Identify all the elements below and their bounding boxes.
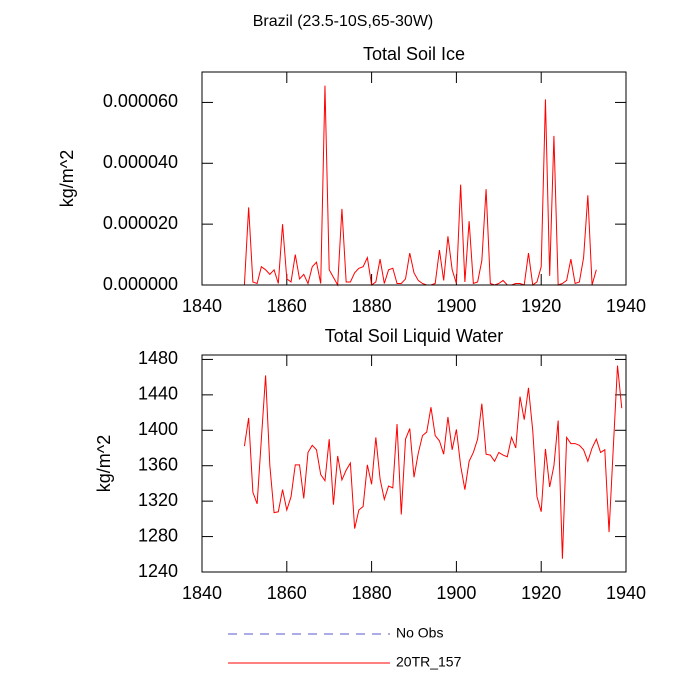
y-tick-label: 0.000000: [103, 274, 178, 294]
y-tick-label: 1280: [138, 525, 178, 545]
data-line: [243, 365, 623, 559]
plot-frame: [201, 354, 627, 573]
x-tick-label: 1900: [436, 583, 476, 603]
legend-label: No Obs: [396, 625, 443, 641]
x-tick-label: 1940: [606, 296, 646, 316]
x-tick-label: 1940: [606, 583, 646, 603]
y-tick-label: 1480: [138, 348, 178, 368]
x-tick-label: 1880: [352, 583, 392, 603]
y-tick-label: 1400: [138, 419, 178, 439]
y-axis-label: kg/m^2: [57, 150, 77, 207]
y-tick-label: 0.000060: [103, 91, 178, 111]
x-tick-label: 1840: [182, 296, 222, 316]
y-tick-label: 0.000040: [103, 152, 178, 172]
y-tick-label: 1320: [138, 490, 178, 510]
x-tick-label: 1880: [352, 296, 392, 316]
x-tick-label: 1860: [267, 296, 307, 316]
y-tick-label: 0.000020: [103, 213, 178, 233]
x-tick-label: 1840: [182, 583, 222, 603]
x-tick-label: 1900: [436, 296, 476, 316]
y-tick-label: 1360: [138, 454, 178, 474]
y-tick-label: 1440: [138, 384, 178, 404]
x-tick-label: 1920: [521, 583, 561, 603]
y-axis-label: kg/m^2: [94, 435, 114, 492]
figure-title: Brazil (23.5-10S,65-30W): [253, 13, 434, 30]
x-tick-label: 1860: [267, 583, 307, 603]
panel-title: Total Soil Ice: [363, 44, 465, 64]
legend-label: 20TR_157: [396, 654, 462, 670]
plot-frame: [201, 71, 627, 286]
x-tick-label: 1920: [521, 296, 561, 316]
data-line: [243, 85, 597, 287]
y-tick-label: 1240: [138, 561, 178, 581]
panel-title: Total Soil Liquid Water: [325, 326, 503, 346]
